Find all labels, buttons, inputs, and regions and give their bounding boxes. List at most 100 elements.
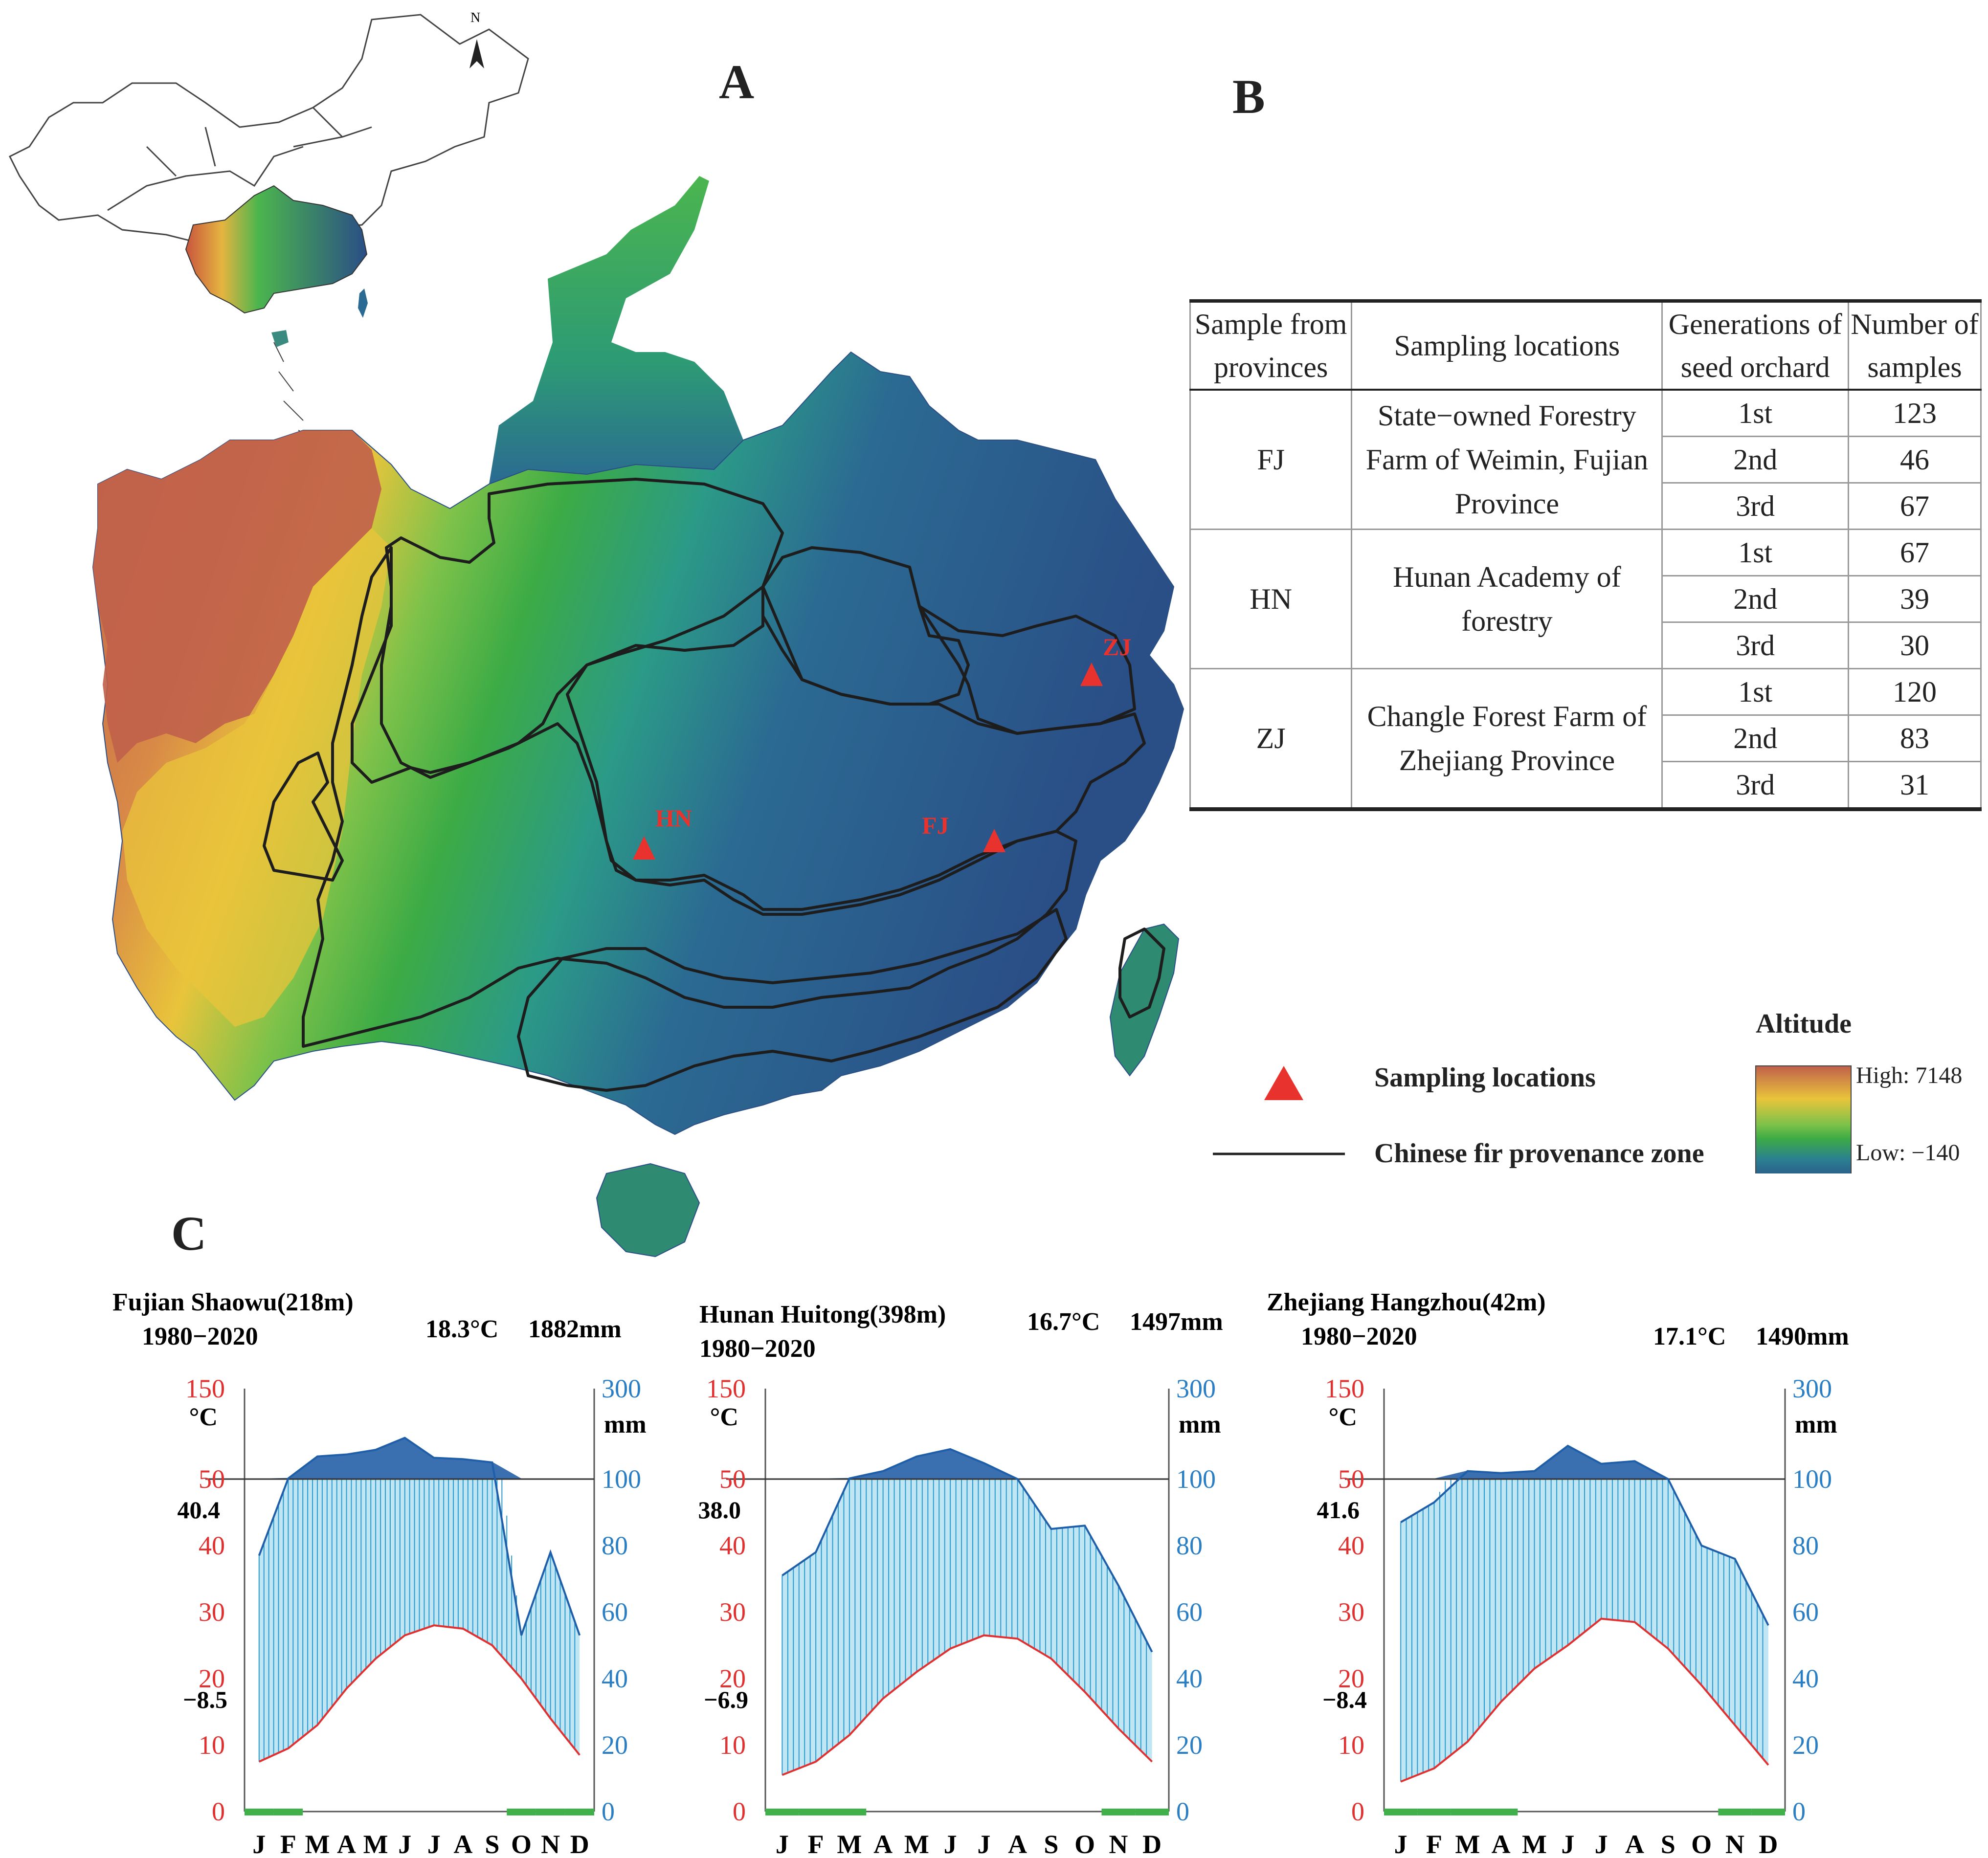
month-label: O	[511, 1830, 532, 1858]
provenance-zone	[517, 908, 1068, 1092]
month-label: M	[1522, 1830, 1547, 1858]
legend-marker-icon	[1264, 1066, 1303, 1100]
count-cell: 120	[1847, 668, 1982, 716]
frost-month-bar	[1718, 1809, 1752, 1815]
month-label: F	[280, 1830, 296, 1858]
mean-temp-label: 16.7°C	[1027, 1308, 1100, 1336]
extreme-min-label: −8.5	[183, 1686, 227, 1713]
site-label-zj: ZJ	[1103, 633, 1131, 661]
precip-tick-label: 20	[1792, 1730, 1819, 1760]
station-title: Fujian Shaowu(218m)	[112, 1288, 354, 1316]
frost-month-bar	[1484, 1809, 1518, 1815]
table-row: 2nd 83	[1190, 714, 1982, 762]
temp-unit-label: °C	[710, 1403, 738, 1431]
precip-tick-label: 40	[602, 1664, 628, 1693]
temp-tick-label: 0	[733, 1797, 746, 1826]
legend-symbols	[1213, 1065, 1852, 1173]
plateau-edge	[122, 528, 391, 1027]
inset-hainan	[271, 330, 289, 347]
panel-a-label: A	[719, 55, 755, 109]
month-label: J	[427, 1830, 441, 1858]
sampling-marker-fj	[983, 829, 1005, 852]
provenance-zone	[263, 752, 344, 882]
extreme-min-label: −6.9	[704, 1686, 748, 1713]
frost-month-bar	[536, 1809, 565, 1815]
station-title: Zhejiang Hangzhou(42m)	[1267, 1288, 1546, 1316]
location-cell: Hunan Academy of forestry	[1351, 529, 1663, 669]
sampling-markers: HN FJ ZJ	[633, 633, 1131, 860]
month-label: J	[398, 1830, 411, 1858]
generation-cell: 3rd	[1661, 482, 1849, 530]
table-row: 2nd 46	[1190, 436, 1982, 484]
climate-diagram-hn: Hunan Huitong(398m) 1980−2020 16.7°C 1497mm…	[698, 1301, 1223, 1858]
temp-tick-label: 50	[199, 1464, 225, 1494]
month-label: O	[1691, 1830, 1712, 1858]
frost-month-bar	[1101, 1809, 1136, 1815]
province-cell: HN	[1189, 529, 1353, 669]
provenance-zone	[302, 546, 1077, 1048]
precip-tick-label: 100	[1176, 1464, 1216, 1494]
period-label: 1980−2020	[1301, 1323, 1417, 1350]
panel-b-label: B	[1232, 69, 1265, 124]
provenance-zone	[761, 546, 970, 706]
station-title: Hunan Huitong(398m)	[699, 1301, 946, 1328]
generation-cell: 2nd	[1661, 575, 1849, 623]
precipitation-line	[258, 1437, 581, 1636]
month-label: A	[1492, 1830, 1511, 1858]
frost-month-bar	[1751, 1809, 1785, 1815]
frost-month-bar	[1135, 1809, 1169, 1815]
temp-tick-label: 0	[212, 1797, 225, 1826]
generation-cell: 2nd	[1661, 714, 1849, 762]
temp-tick-label: 20	[719, 1664, 746, 1693]
month-label: N	[1109, 1830, 1128, 1858]
precip-tick-label: 20	[1176, 1730, 1203, 1760]
temp-tick-label: 0	[1351, 1797, 1364, 1826]
temp-unit-label: °C	[189, 1403, 218, 1431]
temperature-line	[1400, 1617, 1769, 1783]
month-label: J	[1595, 1830, 1608, 1858]
temp-tick-label: 150	[185, 1374, 225, 1403]
temp-tick-label: 10	[719, 1730, 746, 1760]
frost-month-bar	[1384, 1809, 1418, 1815]
month-label: A	[1625, 1830, 1644, 1858]
precip-tick-label: 60	[1792, 1597, 1819, 1627]
altitude-high-label: High: 7148	[1856, 1062, 1963, 1088]
count-cell: 46	[1847, 436, 1982, 484]
precip-tick-label: 80	[1792, 1531, 1819, 1560]
temp-tick-label: 50	[719, 1464, 746, 1494]
frost-month-bar	[1451, 1809, 1484, 1815]
month-label: D	[1142, 1830, 1162, 1858]
extreme-min-label: −8.4	[1322, 1686, 1367, 1713]
precip-tick-label: 300	[602, 1374, 641, 1403]
sampling-marker-hn	[633, 836, 655, 860]
map-panel: N HN FJ ZJ	[8, 10, 1184, 1258]
table-row: ZJ Changle Forest Farm of Zhejiang Provi…	[1189, 668, 1982, 810]
month-label: S	[1661, 1830, 1675, 1858]
provenance-zone	[1118, 928, 1165, 1018]
mean-temp-label: 18.3°C	[425, 1315, 498, 1343]
perhumid-area	[782, 1448, 1152, 1480]
location-cell: State−owned Forestry Farm of Weimin, Fuj…	[1351, 389, 1663, 530]
table-row: FJ State−owned Forestry Farm of Weimin, …	[1189, 389, 1982, 530]
month-label: M	[363, 1830, 388, 1858]
generation-cell: 3rd	[1661, 761, 1849, 810]
generation-cell: 1st	[1661, 529, 1849, 576]
north-arrow-icon	[469, 39, 484, 68]
count-cell: 67	[1847, 482, 1982, 530]
extreme-max-label: 38.0	[698, 1496, 741, 1524]
month-label: D	[1759, 1830, 1778, 1858]
inset-map-china	[8, 14, 529, 441]
provenance-zones	[263, 478, 1165, 1092]
provenance-zone	[566, 585, 1146, 911]
month-label: O	[1074, 1830, 1095, 1858]
temp-tick-label: 150	[1325, 1374, 1364, 1403]
month-label: J	[252, 1830, 266, 1858]
period-label: 1980−2020	[699, 1335, 816, 1363]
province-cell: FJ	[1189, 389, 1353, 530]
temp-tick-label: 20	[199, 1664, 225, 1693]
generation-cell: 1st	[1661, 389, 1849, 437]
temperature-line	[258, 1624, 581, 1763]
temp-tick-label: 20	[1338, 1664, 1364, 1693]
temp-tick-label: 150	[706, 1374, 746, 1403]
precip-tick-label: 0	[1792, 1797, 1806, 1826]
